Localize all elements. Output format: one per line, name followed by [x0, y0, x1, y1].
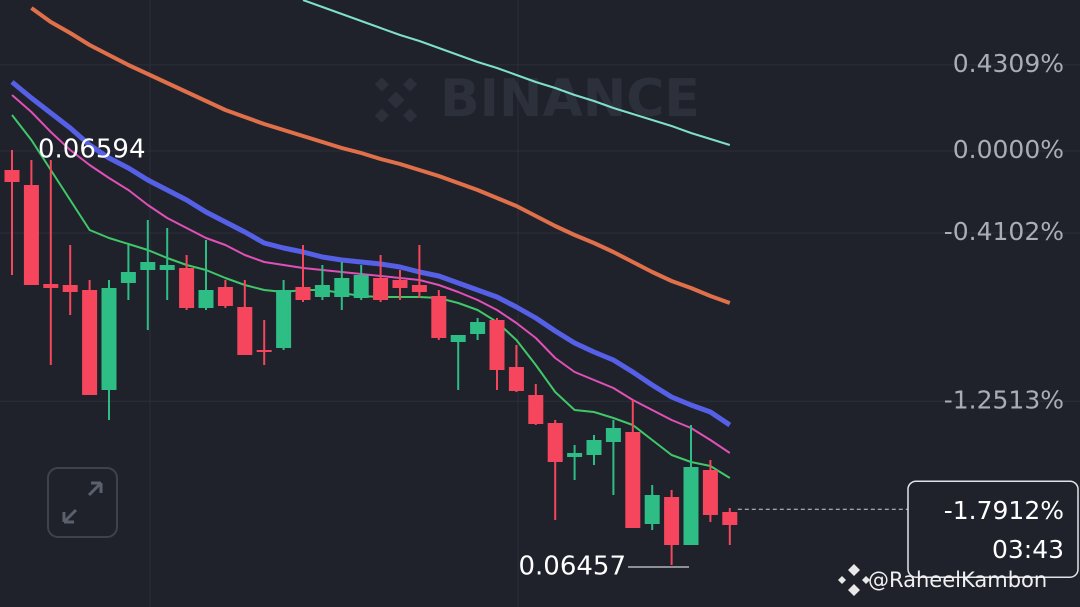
ma-line [30, 6, 731, 305]
candle-body [62, 285, 78, 292]
annotation: 0.06594 [38, 135, 146, 165]
ma-line [11, 94, 731, 454]
candle-body [567, 453, 583, 457]
candle-body [508, 367, 524, 391]
last-price-label: -1.7912% [944, 496, 1064, 525]
candle-body [237, 307, 253, 355]
candle-body [120, 272, 136, 283]
watermark: BINANCE [374, 69, 700, 129]
credit-logo [838, 564, 870, 596]
candle-body [373, 278, 389, 300]
last-price-box [907, 480, 1079, 578]
candle-body [198, 290, 214, 308]
candle-body [411, 285, 427, 292]
y-tick-label: -0.4102% [944, 217, 1064, 246]
y-tick-label: 0.4309% [953, 49, 1064, 78]
candle-body [276, 290, 292, 348]
ma-line [10, 80, 732, 428]
candle-body [256, 350, 272, 352]
y-tick-label: 0.0000% [953, 135, 1064, 164]
candle-body [23, 185, 39, 285]
candle-body [664, 497, 680, 545]
candle-body [392, 280, 408, 288]
candle-body [605, 428, 621, 442]
expand-button[interactable] [47, 467, 118, 538]
ma-line [11, 114, 731, 479]
candle-body [586, 440, 602, 455]
candle-body [431, 296, 447, 338]
candle-body [547, 423, 563, 462]
candle-body [702, 470, 718, 515]
countdown: 03:43 [992, 535, 1064, 564]
watermark-text: BINANCE [440, 69, 700, 129]
candle-body [314, 285, 330, 297]
candle-body [101, 288, 117, 390]
y-tick-label: -1.2513% [944, 385, 1064, 414]
candle-body [82, 290, 98, 395]
candle-body [43, 284, 59, 288]
candle-body [470, 322, 486, 334]
candle-body [644, 495, 660, 524]
candle-body [140, 262, 156, 270]
ma-line [302, 0, 731, 146]
candle-body [295, 287, 311, 300]
annotation: 0.06457 [518, 552, 626, 582]
candle-body [353, 275, 369, 298]
candle-body [625, 432, 641, 528]
credit-text: @RaheelKambon [868, 568, 1047, 592]
candle-body [528, 395, 544, 424]
candle-body [334, 278, 350, 297]
candle-body [450, 335, 466, 342]
candle-body [159, 265, 175, 270]
candle-body [217, 287, 233, 306]
candle-body [489, 320, 505, 370]
candle-body [722, 512, 738, 525]
credit: @RaheelKambon [838, 564, 1047, 596]
candle-body [4, 170, 20, 182]
candle-body [683, 467, 699, 545]
candle-body [179, 268, 195, 308]
